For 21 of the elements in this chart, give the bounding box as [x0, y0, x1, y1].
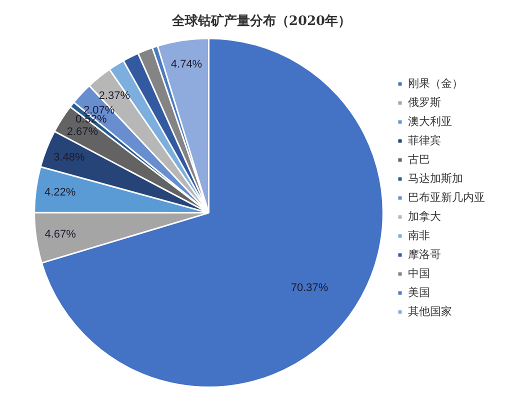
data-label: 4.22% — [44, 186, 76, 199]
legend-label: 马达加斯加 — [408, 172, 463, 185]
legend-label: 其他国家 — [408, 304, 452, 318]
legend-label: 俄罗斯 — [408, 96, 441, 109]
legend-label: 美国 — [408, 286, 430, 299]
legend-label: 澳大利亚 — [408, 114, 452, 128]
legend-label: 菲律宾 — [408, 134, 441, 147]
legend-label: 巴布亚新几内亚 — [408, 190, 485, 204]
chart-title: 全球钴矿产量分布（2020年） — [170, 13, 352, 30]
data-label: 4.74% — [170, 58, 202, 70]
data-label: 2.37% — [98, 90, 130, 102]
data-label: 4.67% — [44, 228, 76, 240]
data-label: 2.67% — [66, 126, 98, 138]
legend-label: 加拿大 — [408, 210, 441, 223]
legend-label: 中国 — [408, 266, 430, 280]
data-label: 3.48% — [54, 152, 86, 164]
legend-label: 古巴 — [408, 152, 430, 166]
legend-label: 摩洛哥 — [408, 248, 441, 261]
legend-label: 刚果（金） — [408, 76, 463, 90]
data-label: 70.37% — [290, 282, 328, 294]
legend-label: 南非 — [408, 228, 430, 242]
